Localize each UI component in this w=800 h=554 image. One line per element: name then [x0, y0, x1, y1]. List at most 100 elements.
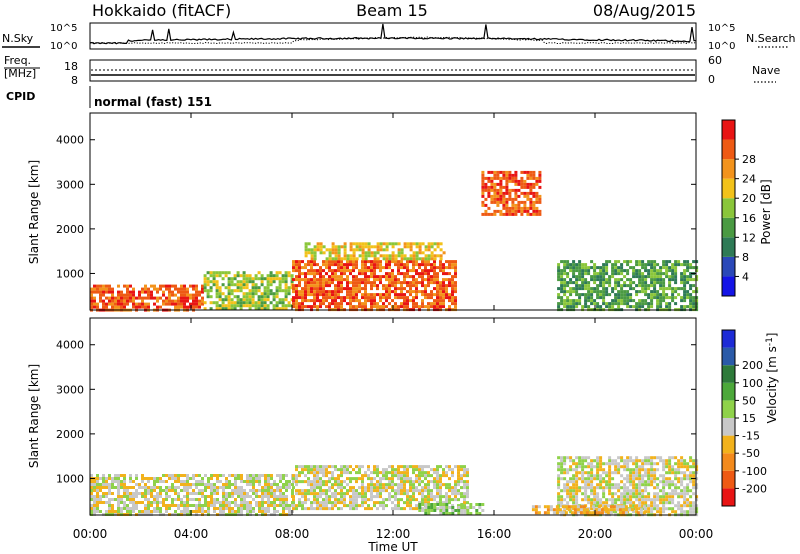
nave-tick-high: 60 [708, 54, 722, 67]
power-cell [195, 293, 198, 297]
velocity-cell [267, 495, 270, 498]
velocity-cell [346, 483, 349, 487]
velocity-cell [448, 512, 452, 515]
velocity-cell [683, 492, 687, 496]
velocity-cell [466, 495, 469, 499]
velocity-cell [608, 456, 612, 460]
power-cell [526, 197, 530, 201]
power-colorbar-tick-label: 4 [742, 270, 749, 283]
velocity-cell [225, 498, 228, 501]
velocity-cell [99, 483, 102, 486]
power-cell [331, 299, 334, 303]
velocity-cell [267, 504, 270, 507]
power-cell [572, 281, 576, 285]
power-cell [239, 298, 243, 302]
velocity-cell [231, 483, 234, 486]
velocity-cell [597, 505, 601, 509]
velocity-cell [385, 471, 388, 475]
power-cell [292, 299, 295, 303]
power-cell [424, 290, 427, 294]
power-cell [328, 260, 331, 264]
velocity-cell [153, 477, 156, 480]
velocity-cell [301, 492, 304, 496]
power-cell [590, 293, 594, 297]
power-cell [382, 275, 385, 279]
velocity-cell [156, 501, 159, 504]
power-cell [385, 272, 388, 276]
power-cell [367, 248, 371, 252]
velocity-cell [352, 468, 355, 472]
velocity-cell [615, 508, 619, 512]
velocity-cell [96, 507, 99, 510]
velocity-cell [313, 501, 316, 505]
velocity-cell [451, 498, 454, 502]
velocity-cell [436, 483, 439, 487]
velocity-cell [662, 501, 666, 505]
power-cell [415, 302, 418, 306]
power-cell [668, 281, 672, 285]
power-cell [337, 293, 340, 297]
power-cell [391, 251, 395, 255]
velocity-cell [96, 489, 99, 492]
velocity-cell [90, 483, 93, 486]
velocity-cell [186, 477, 189, 480]
velocity-cell [635, 483, 639, 487]
velocity-cell [198, 507, 201, 510]
power-cell [430, 293, 433, 297]
power-cell [526, 182, 530, 186]
power-cell [427, 245, 431, 249]
power-cell [349, 281, 352, 285]
power-cell [517, 188, 521, 192]
power-colorbar-frame [721, 119, 736, 297]
power-cell [239, 307, 243, 311]
velocity-cell [222, 507, 225, 510]
velocity-colorbar-segment [722, 470, 735, 489]
velocity-cell [593, 486, 597, 490]
velocity-cell [213, 501, 216, 504]
power-cell [415, 269, 418, 273]
power-cell [599, 290, 603, 294]
velocity-cell [612, 505, 616, 509]
power-cell [632, 281, 636, 285]
power-cell [215, 280, 219, 284]
power-cell [514, 191, 518, 195]
velocity-cell [349, 465, 352, 469]
power-cell [334, 293, 337, 297]
velocity-cell [279, 504, 282, 507]
velocity-cell [653, 456, 657, 460]
velocity-cell [563, 468, 567, 472]
velocity-cell [560, 510, 564, 514]
velocity-cell [349, 495, 352, 499]
power-cell [352, 290, 355, 294]
power-cell [307, 299, 310, 303]
velocity-cell [222, 498, 225, 501]
power-cell [409, 257, 413, 261]
velocity-cell [620, 501, 624, 505]
velocity-cell [249, 507, 252, 510]
noise-sky-label: N.Sky [2, 32, 34, 45]
velocity-cell [692, 510, 696, 514]
velocity-cell [382, 468, 385, 472]
velocity-cell [246, 504, 249, 507]
power-cell [355, 248, 359, 252]
power-cell [569, 305, 573, 309]
velocity-cell [617, 489, 621, 493]
velocity-cell [322, 468, 325, 472]
power-cell [313, 302, 316, 306]
velocity-cell [129, 498, 132, 501]
velocity-cell [463, 495, 466, 499]
velocity-cell [641, 489, 645, 493]
velocity-cell [623, 468, 627, 472]
power-cell [620, 272, 624, 276]
power-cell [364, 266, 367, 270]
velocity-cell [635, 492, 639, 496]
velocity-cell [454, 489, 457, 493]
power-cell [671, 278, 675, 282]
power-cell [611, 305, 615, 309]
power-cell [421, 284, 424, 288]
power-cell [502, 203, 506, 207]
velocity-cell [671, 489, 675, 493]
power-cell [379, 275, 382, 279]
power-cell [328, 296, 331, 300]
velocity-cell [240, 504, 243, 507]
